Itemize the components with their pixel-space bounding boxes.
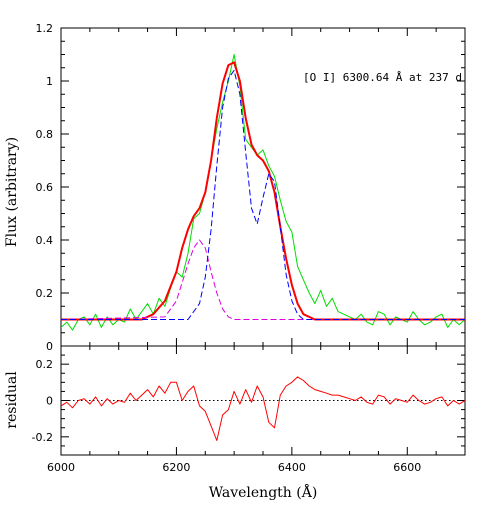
residual-panel: residual Wavelength (Å) 6000 6200 6400 6600… [4,345,466,501]
main-y-tick-label: 0.4 [36,234,54,247]
main-y-tick-label: 0 [46,340,53,353]
main-y-tick-label: 1.2 [36,22,54,35]
main-y-tick-label: 0.6 [36,181,54,194]
main-series-0 [61,54,465,331]
x-tick-label: 6600 [393,461,421,474]
residual-y-tick-label: 0.2 [36,358,54,371]
main-series-3 [61,69,465,320]
annotation-label: [O I] 6300.64 Å at 237 d [303,71,462,84]
residual-y-axis-label: residual [4,371,20,429]
main-series-2 [61,239,465,320]
main-panel: [O I] 6300.64 Å at 237 d Flux (arbitrary… [4,22,466,353]
main-y-tick-label: 0.2 [36,287,54,300]
main-series-1 [61,61,465,321]
residual-series-0 [61,376,465,441]
x-axis-label: Wavelength (Å) [209,483,318,501]
main-y-tick-label: 0.8 [36,128,54,141]
main-y-axis-label: Flux (arbitrary) [4,137,20,247]
main-y-tick-label: 1 [46,75,53,88]
x-tick-label: 6200 [162,461,190,474]
residual-y-tick-label: -0.2 [32,431,53,444]
residual-y-tick-label: 0 [46,395,53,408]
x-tick-label: 6400 [278,461,306,474]
x-tick-label: 6000 [47,461,75,474]
